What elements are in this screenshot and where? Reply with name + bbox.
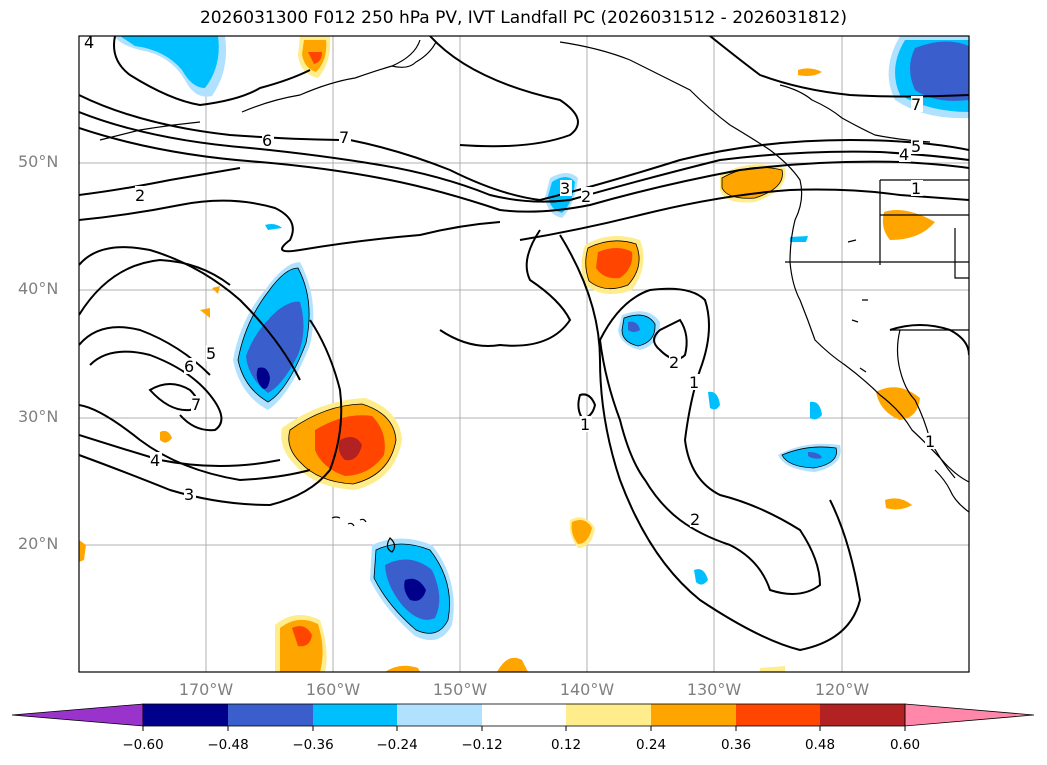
- coastlines: [99, 39, 969, 553]
- contour-label: 7: [911, 95, 921, 114]
- colorbar-tick-label: −0.12: [461, 737, 503, 753]
- colorbar-tick-label: −0.24: [376, 737, 418, 753]
- colorbar-tick-label: 0.12: [550, 737, 582, 753]
- colorbar-tick-label: 0.60: [889, 737, 921, 753]
- colorbar-swatch: [736, 704, 820, 726]
- colorbar-swatch: [482, 704, 566, 726]
- graticule: [79, 36, 969, 672]
- colorbar-extend-max: [904, 703, 1035, 727]
- colorbar-tick-label: −0.60: [122, 737, 164, 753]
- contour-label: 2: [135, 186, 145, 205]
- map-frame: [78, 35, 970, 673]
- lat-label: 40°N: [18, 279, 59, 298]
- colorbar-swatch: [820, 704, 905, 726]
- colorbar-tick-label: 0.24: [635, 737, 667, 753]
- shading-outlines: [237, 166, 837, 634]
- contour-label: 7: [191, 395, 201, 414]
- colorbar-extend-min: [11, 703, 144, 727]
- colorbar-tick-label: 0.48: [804, 737, 836, 753]
- contour-label: 6: [262, 131, 272, 150]
- blob-west-dipole-positive: [281, 398, 402, 490]
- contour-label: 5: [206, 344, 216, 363]
- contour-label: 6: [184, 357, 194, 376]
- lon-label: 150°W: [432, 680, 488, 699]
- contour-label: 1: [925, 432, 935, 451]
- contour-label: 2: [690, 510, 700, 529]
- lon-label: 170°W: [178, 680, 234, 699]
- contour-label: 4: [150, 451, 160, 470]
- blob-mid-pacific: [618, 311, 660, 350]
- contour-label: 2: [581, 187, 591, 206]
- contour-label: 7: [339, 128, 349, 147]
- contour-label: 3: [184, 485, 194, 504]
- contour-label: 4: [84, 33, 94, 52]
- contour-label: 1: [911, 179, 921, 198]
- colorbar-swatch: [313, 704, 397, 726]
- colorbar-swatch: [651, 704, 736, 726]
- contour-label: 3: [560, 179, 570, 198]
- contour-label: 5: [911, 137, 921, 156]
- blob-ne-corner: [888, 36, 969, 119]
- colorbar-swatch: [143, 704, 228, 726]
- contour-labels: 4 6 7 2 3 2 5 6 7 4 3 1 2 1: [84, 33, 937, 529]
- positive-anomaly-shading: [79, 36, 935, 672]
- map-plot-area: 4 6 7 2 3 2 5 6 7 4 3 1 2 1: [79, 33, 969, 672]
- lon-label: 120°W: [814, 680, 870, 699]
- contour-label: 4: [899, 145, 909, 164]
- colorbar-swatch: [397, 704, 482, 726]
- blob-north-orwa: [720, 164, 786, 203]
- pv-contours: [79, 36, 969, 652]
- blob-nw-small: [298, 36, 331, 78]
- lat-label: 30°N: [18, 407, 59, 426]
- contour-label: 2: [669, 353, 679, 372]
- lon-label: 140°W: [559, 680, 615, 699]
- lat-label: 50°N: [18, 152, 59, 171]
- colorbar-tick-label: −0.48: [207, 737, 249, 753]
- blob-south-central: [370, 538, 454, 641]
- lon-label: 160°W: [305, 680, 361, 699]
- blob-central-north: [581, 236, 644, 294]
- colorbar-tick-label: 0.36: [720, 737, 752, 753]
- lon-label: 130°W: [686, 680, 742, 699]
- blob-nw-corner: [115, 36, 227, 97]
- colorbar: [11, 703, 1035, 731]
- lat-label: 20°N: [18, 534, 59, 553]
- colorbar-swatch: [228, 704, 313, 726]
- negative-anomaly-shading: [115, 36, 969, 641]
- colorbar-tick-label: −0.36: [292, 737, 334, 753]
- map-title: 2026031300 F012 250 hPa PV, IVT Landfall…: [199, 8, 847, 28]
- colorbar-swatch: [566, 704, 651, 726]
- contour-label: 1: [689, 373, 699, 392]
- contour-label: 1: [580, 415, 590, 434]
